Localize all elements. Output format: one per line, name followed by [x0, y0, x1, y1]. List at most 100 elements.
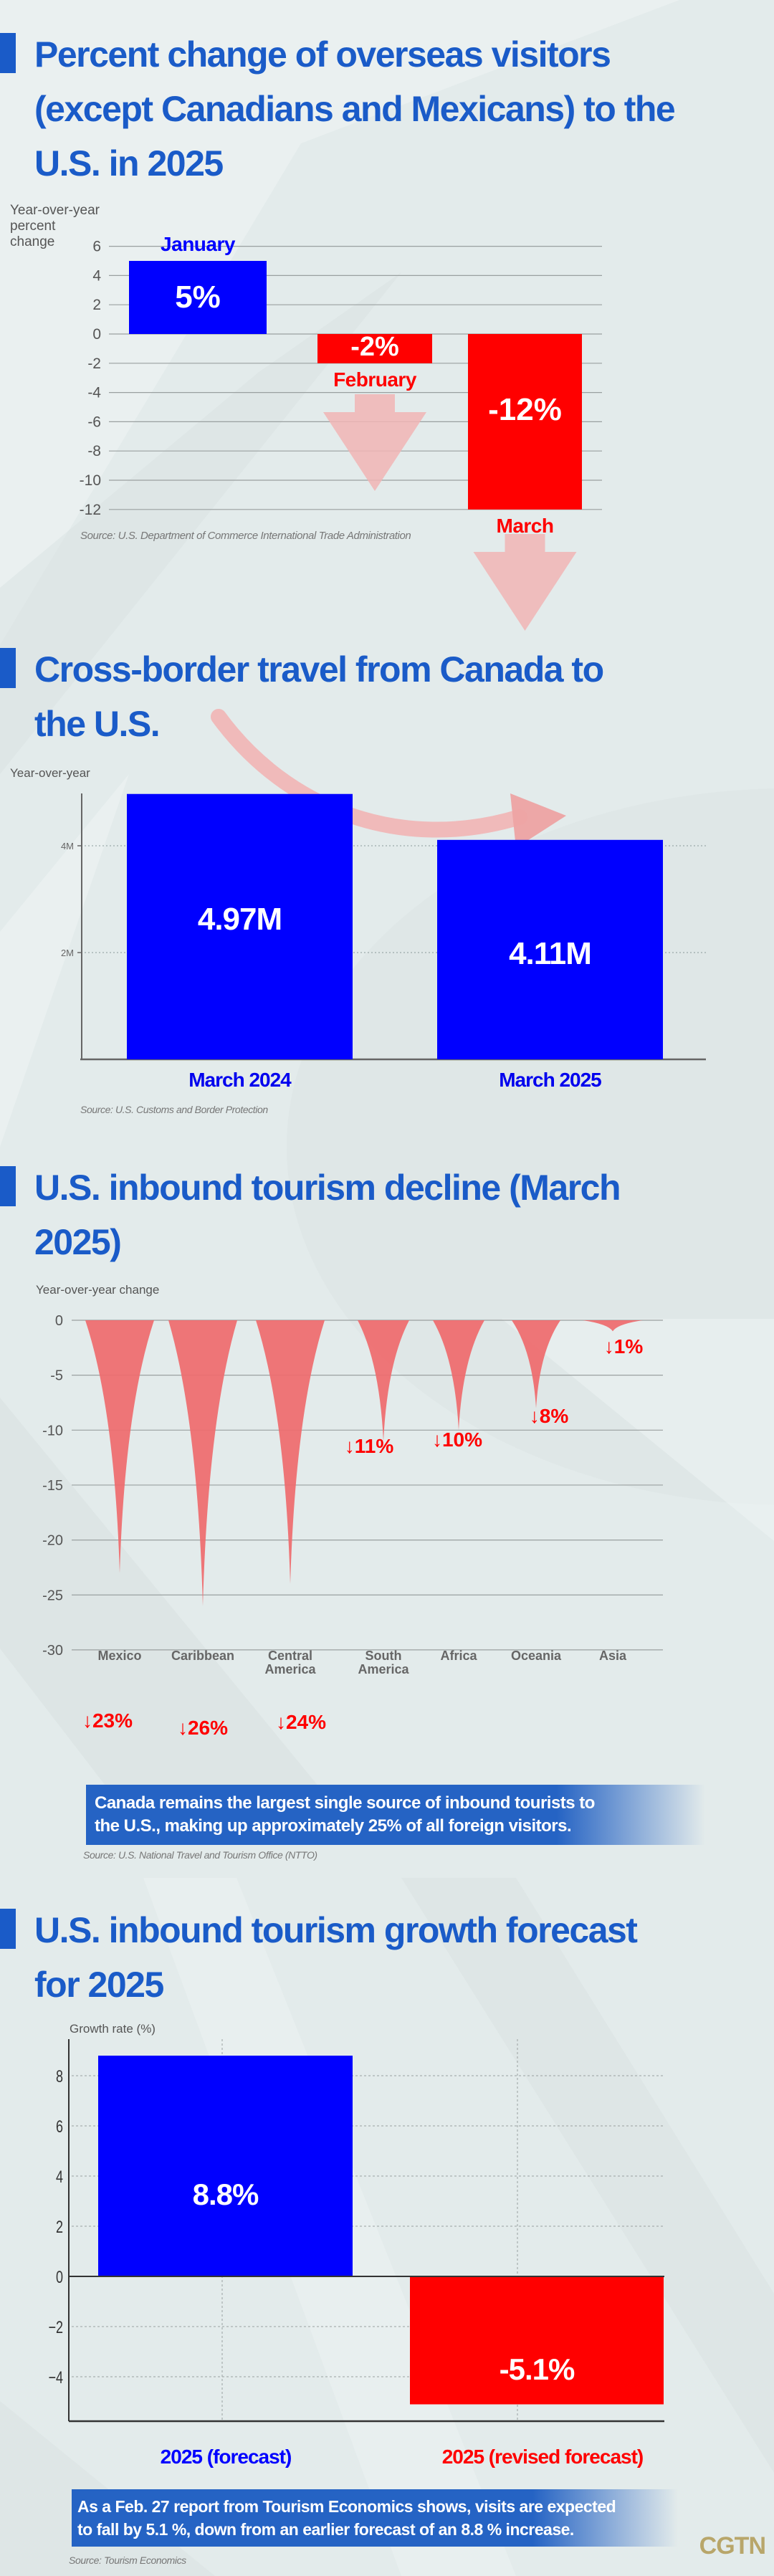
title-line: (except Canadians and Mexicans) to the [34, 89, 676, 129]
y-tick-label: 2 [56, 2218, 63, 2237]
chart1-percent-change: 6 4 2 0 -2 -4 -6 -8 -10 -12 5% January -2% February -1… [80, 233, 602, 631]
y-tick-label: 0 [56, 2269, 63, 2287]
note-line: to fall by 5.1 %, down from an earlier f… [77, 2520, 574, 2539]
y-tick-label: -15 [42, 1478, 63, 1494]
y-tick-label: 8 [56, 2068, 63, 2086]
chart2-source: Source: U.S. Customs and Border Protecti… [80, 1104, 268, 1115]
chart4-note: As a Feb. 27 report from Tourism Economi… [72, 2489, 678, 2547]
bar-value-label: ↓24% [276, 1711, 326, 1733]
section4-title-marker [0, 1909, 16, 1949]
chart3-regional-decline: 0 -5 -10 -15 -20 -25 -30 ↓23% Mexico ↓26% Caribbea… [42, 1313, 663, 1739]
y-tick-label: -30 [42, 1643, 63, 1659]
y-tick-label: 0 [92, 326, 101, 343]
category-label: Mexico [97, 1649, 141, 1663]
note-line: the U.S., making up approximately 25% of… [95, 1816, 572, 1836]
y-tick-label: −2 [48, 2319, 63, 2337]
bar-february [317, 334, 432, 363]
funnel-bar [358, 1320, 409, 1441]
category-label: March 2024 [188, 1069, 292, 1091]
bar [98, 2056, 353, 2276]
y-tick-label: 4 [92, 267, 101, 284]
title-line: U.S. inbound tourism decline (March [34, 1168, 621, 1208]
note-line: Canada remains the largest single source… [95, 1793, 595, 1813]
chart4-growth-forecast: 8 6 4 2 0 −2 −4 8.8% 2025 (forecast) -5.1% 2025 (r… [48, 2039, 664, 2468]
y-tick-label: 4 [56, 2168, 63, 2187]
y-tick-label: 6 [92, 239, 101, 255]
section1-title: Percent change of overseas visitors (exc… [34, 27, 676, 191]
y-tick-label: -20 [42, 1533, 63, 1549]
bar-value-label: -2% [350, 332, 399, 362]
title-line: U.S. in 2025 [34, 143, 224, 183]
bar [410, 2276, 664, 2405]
section2-title-marker [0, 648, 16, 688]
y-tick-label: 2 [92, 297, 101, 313]
bar-value-label: ↓11% [345, 1435, 394, 1457]
category-label: Africa [440, 1649, 477, 1663]
title-line: Percent change of overseas visitors [34, 34, 611, 75]
category-label: America [264, 1662, 316, 1676]
cgtn-logo: CGTN [699, 2532, 766, 2560]
bar [127, 793, 353, 1059]
title-line: U.S. inbound tourism growth forecast [34, 1910, 638, 1950]
title-line: Cross-border travel from Canada to [34, 649, 604, 690]
down-arrow-icon [323, 394, 426, 491]
funnel-bar [433, 1320, 484, 1431]
section1-title-marker [0, 33, 16, 73]
category-label: March [497, 515, 554, 537]
category-label: March 2025 [499, 1069, 601, 1091]
bar-value-label: ↓10% [432, 1428, 482, 1451]
bar-value-label: 8.8% [193, 2177, 259, 2211]
chart4-source: Source: Tourism Economics [69, 2554, 186, 2566]
category-label: 2025 (forecast) [161, 2446, 292, 2468]
category-label: America [358, 1662, 409, 1676]
y-tick-label: -4 [87, 385, 101, 401]
chart3-source: Source: U.S. National Travel and Tourism… [83, 1849, 317, 1861]
y-tick-label: 2M [61, 948, 74, 958]
bar [437, 839, 663, 1059]
category-label: South [366, 1649, 402, 1663]
funnel-bar [512, 1320, 560, 1408]
category-label: Oceania [511, 1649, 562, 1663]
y-tick-label: -6 [87, 414, 101, 430]
title-line: for 2025 [34, 1965, 164, 2005]
category-label: Asia [599, 1649, 627, 1663]
category-label: February [333, 368, 417, 391]
y-tick-label: −4 [48, 2369, 63, 2387]
chart2-ylabel: Year-over-year [10, 766, 90, 780]
bar-value-label: -5.1% [500, 2352, 575, 2386]
trend-arrowhead-icon [510, 793, 566, 848]
chart3-ylabel: Year-over-year change [36, 1283, 160, 1297]
chart1-ylabel: Year-over-year percent change [10, 203, 100, 249]
bar-value-label: 4.11M [509, 936, 591, 971]
funnel-bar [85, 1320, 154, 1573]
chart1-source: Source: U.S. Department of Commerce Inte… [80, 530, 411, 542]
down-arrow-icon [473, 534, 577, 631]
funnel-bar [168, 1320, 237, 1606]
y-tick-label: -10 [80, 472, 101, 489]
note-line: As a Feb. 27 report from Tourism Economi… [77, 2497, 616, 2516]
funnel-bar [256, 1320, 325, 1584]
section3-title: U.S. inbound tourism decline (March 2025… [34, 1160, 621, 1269]
y-tick-label: -2 [87, 356, 101, 372]
title-line: the U.S. [34, 704, 161, 744]
chart2-cross-border: 2M 4M 4.97M March 2024 4.11M March 2025 [61, 709, 706, 1091]
chart4-ylabel: Growth rate (%) [70, 2022, 156, 2036]
funnel-bar [583, 1320, 643, 1332]
bar-value-label: 5% [175, 280, 221, 315]
y-tick-label: -12 [80, 502, 101, 518]
section4-title: U.S. inbound tourism growth forecast for… [34, 1903, 638, 2012]
y-tick-label: -25 [42, 1588, 63, 1603]
y-tick-label: -10 [42, 1423, 63, 1439]
bar-january [129, 261, 267, 334]
y-tick-label: -5 [50, 1368, 63, 1384]
bar-value-label: ↓8% [530, 1405, 569, 1427]
category-label: 2025 (revised forecast) [442, 2446, 644, 2468]
category-label: January [161, 233, 236, 255]
y-tick-label: 6 [56, 2118, 63, 2137]
bar-value-label: ↓1% [604, 1335, 644, 1358]
y-tick-label: 0 [55, 1313, 63, 1329]
title-line: 2025) [34, 1222, 122, 1262]
bar-march [468, 334, 582, 510]
bar-value-label: 4.97M [198, 902, 282, 937]
y-tick-label: 4M [61, 841, 74, 851]
